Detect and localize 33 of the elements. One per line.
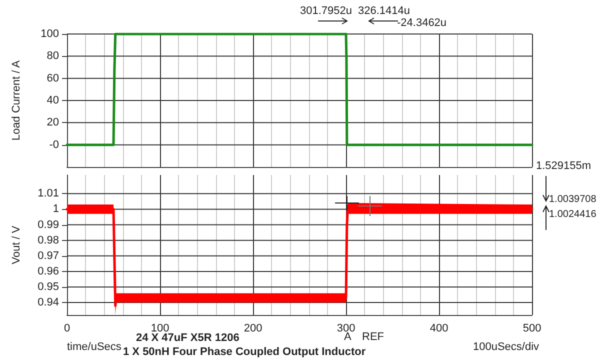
y-tick-label: 80 — [46, 50, 59, 62]
y-tick-label: 0.96 — [38, 265, 59, 278]
y-tick-label: 0.98 — [38, 234, 59, 246]
y-tick-label: 0.99 — [38, 218, 59, 231]
text: REF — [362, 331, 384, 343]
y-tick-label: 40 — [46, 94, 59, 106]
text: 1.0039708 — [549, 194, 596, 205]
y-axis-title: Load Current / A — [10, 60, 22, 141]
text: 1.0024416 — [549, 209, 596, 220]
y-tick-label: 20 — [46, 116, 59, 129]
text: 1 X 50nH Four Phase Coupled Output Inductor — [123, 346, 366, 358]
x-tick-label: 100 — [150, 322, 170, 334]
x-tick-label: 500 — [522, 322, 542, 334]
y-tick-label: 0.94 — [38, 296, 59, 309]
y-axis-title: Vout / V — [10, 225, 22, 264]
y-tick-label: 60 — [46, 72, 59, 84]
y-tick-label: 0.97 — [38, 250, 59, 262]
text: 1.529155m — [536, 160, 592, 172]
text: 301.7952u — [300, 5, 352, 17]
text: -24.3462u — [397, 17, 447, 29]
y-tick-label: -0 — [49, 138, 59, 151]
y-tick-label: 0.95 — [38, 281, 59, 293]
x-tick-label: 0 — [64, 322, 70, 334]
text: 24 X 47uF X5R 1206 — [136, 332, 240, 344]
x-tick-label: 400 — [430, 322, 448, 334]
y-tick-label: 1 — [52, 203, 59, 216]
x-axis-title: time/uSecs — [67, 341, 122, 353]
text: A — [344, 331, 352, 343]
x-tick-label: 200 — [244, 322, 262, 334]
text: 326.1414u — [358, 5, 410, 17]
text: 100uSecs/div — [473, 341, 540, 353]
y-tick-label: 1.01 — [38, 188, 59, 200]
y-tick-label: 100 — [40, 28, 59, 40]
